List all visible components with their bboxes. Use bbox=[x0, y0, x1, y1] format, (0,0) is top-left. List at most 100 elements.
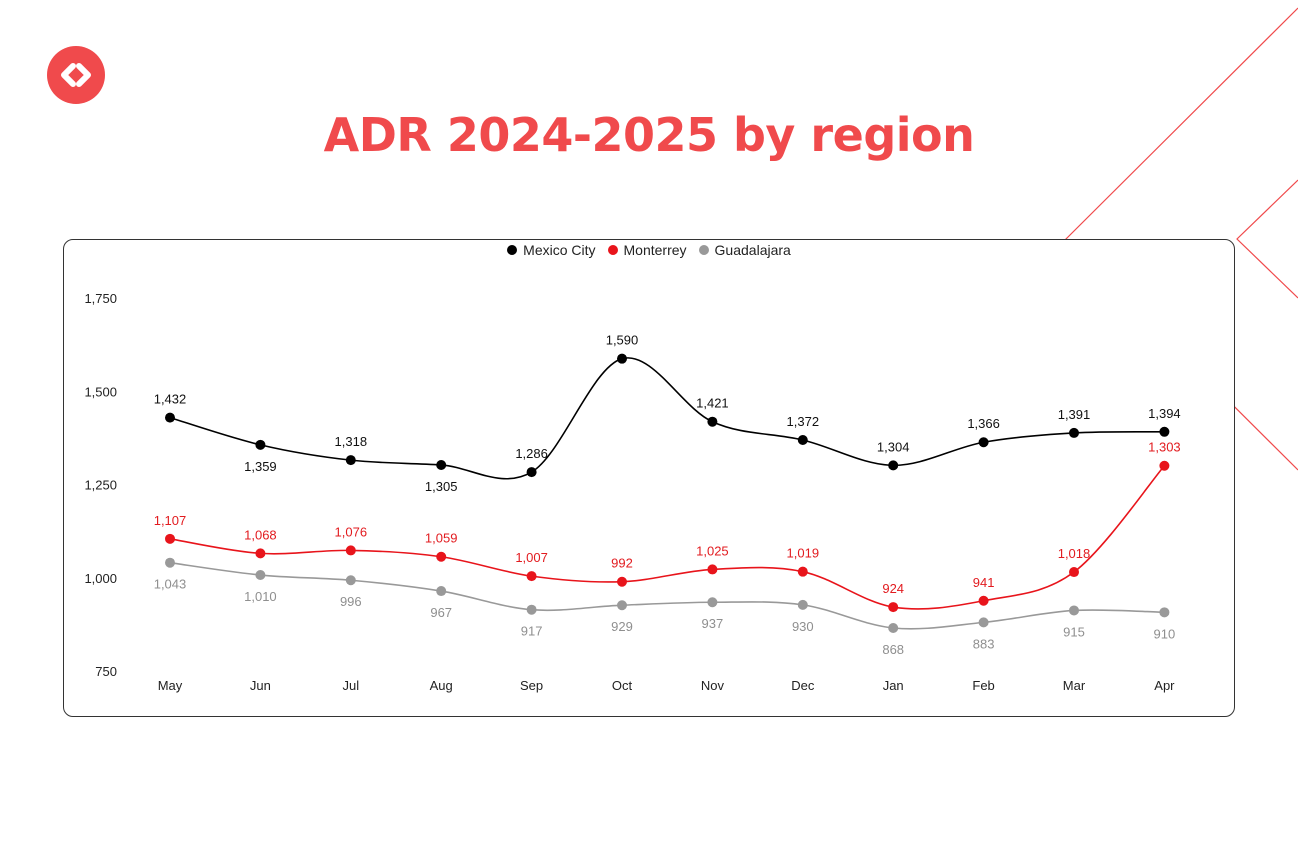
data-point-mexico-city bbox=[797, 434, 808, 445]
data-point-mexico-city bbox=[1159, 426, 1170, 437]
data-label-mexico-city: 1,359 bbox=[244, 459, 277, 474]
data-point-guadalajara bbox=[888, 622, 899, 633]
x-tick-label: Sep bbox=[520, 678, 543, 693]
data-label-monterrey: 1,018 bbox=[1058, 546, 1091, 561]
data-point-guadalajara bbox=[797, 599, 808, 610]
data-point-monterrey bbox=[345, 545, 356, 556]
line-chart: 1,750 1,500 1,250 1,000 750 May Jun Jul Aug Sep Oc… bbox=[84, 291, 1181, 693]
data-point-mexico-city bbox=[707, 416, 718, 427]
data-point-monterrey bbox=[165, 533, 175, 544]
data-label-mexico-city: 1,372 bbox=[787, 414, 820, 429]
data-label-monterrey: 1,303 bbox=[1148, 440, 1181, 455]
data-label-monterrey: 1,076 bbox=[335, 524, 368, 539]
legend-label: Monterrey bbox=[623, 242, 687, 258]
data-label-guadalajara: 930 bbox=[792, 619, 814, 634]
data-label-guadalajara: 967 bbox=[430, 605, 452, 620]
legend-label: Mexico City bbox=[523, 242, 596, 258]
chart-card: 1,750 1,500 1,250 1,000 750 May Jun Jul Aug Sep Oc… bbox=[63, 239, 1235, 717]
data-point-guadalajara bbox=[707, 597, 718, 608]
data-label-guadalajara: 996 bbox=[340, 594, 362, 609]
data-point-monterrey bbox=[1069, 567, 1079, 578]
y-tick-label: 1,000 bbox=[84, 571, 117, 586]
data-label-mexico-city: 1,394 bbox=[1148, 406, 1181, 421]
data-point-monterrey bbox=[255, 548, 266, 559]
x-tick-label: Aug bbox=[430, 678, 453, 693]
data-label-guadalajara: 910 bbox=[1154, 626, 1176, 641]
legend-item-monterrey[interactable]: Monterrey bbox=[607, 242, 687, 258]
page-title: ADR 2024-2025 by region bbox=[323, 108, 975, 162]
data-point-guadalajara bbox=[255, 570, 266, 581]
data-label-mexico-city: 1,391 bbox=[1058, 407, 1091, 422]
y-tick-label: 750 bbox=[95, 664, 117, 679]
data-point-monterrey bbox=[617, 576, 627, 587]
data-point-mexico-city bbox=[617, 353, 627, 364]
data-point-mexico-city bbox=[165, 412, 175, 423]
x-tick-label: Dec bbox=[791, 678, 815, 693]
legend-item-guadalajara[interactable]: Guadalajara bbox=[698, 242, 791, 258]
data-label-guadalajara: 917 bbox=[521, 624, 543, 639]
y-tick-label: 1,500 bbox=[84, 384, 117, 399]
data-label-monterrey: 1,059 bbox=[425, 531, 458, 546]
x-tick-label: May bbox=[158, 678, 183, 693]
data-label-monterrey: 1,068 bbox=[244, 527, 277, 542]
data-label-mexico-city: 1,590 bbox=[606, 333, 639, 348]
data-point-guadalajara bbox=[165, 557, 175, 568]
brand-logo bbox=[47, 46, 105, 104]
data-point-mexico-city bbox=[255, 439, 266, 450]
legend-dot-icon bbox=[507, 245, 518, 255]
legend-dot-icon bbox=[607, 245, 618, 255]
data-label-mexico-city: 1,318 bbox=[335, 434, 368, 449]
data-point-guadalajara bbox=[526, 604, 537, 615]
data-label-monterrey: 1,025 bbox=[696, 543, 729, 558]
data-point-monterrey bbox=[978, 595, 989, 606]
legend-label: Guadalajara bbox=[714, 242, 791, 258]
data-label-mexico-city: 1,305 bbox=[425, 479, 458, 494]
data-point-guadalajara bbox=[436, 586, 447, 597]
data-point-guadalajara bbox=[345, 575, 356, 586]
data-label-guadalajara: 937 bbox=[702, 616, 724, 631]
data-label-monterrey: 1,007 bbox=[515, 550, 548, 565]
data-label-monterrey: 924 bbox=[882, 581, 904, 596]
data-label-guadalajara: 1,043 bbox=[154, 577, 187, 592]
x-tick-label: Nov bbox=[701, 678, 725, 693]
series-line-monterrey bbox=[169, 465, 1166, 610]
data-label-monterrey: 992 bbox=[611, 556, 633, 571]
x-tick-label: Oct bbox=[612, 678, 633, 693]
x-tick-label: Apr bbox=[1154, 678, 1175, 693]
data-label-guadalajara: 868 bbox=[882, 642, 904, 657]
data-label-mexico-city: 1,421 bbox=[696, 396, 729, 411]
data-label-guadalajara: 929 bbox=[611, 619, 633, 634]
data-label-mexico-city: 1,286 bbox=[515, 446, 548, 461]
chart-legend: Mexico City Monterrey Guadalajara bbox=[64, 242, 1234, 258]
series-line-guadalajara bbox=[169, 561, 1165, 630]
data-point-monterrey bbox=[1159, 460, 1170, 471]
data-point-monterrey bbox=[797, 566, 808, 577]
data-point-mexico-city bbox=[978, 437, 989, 448]
data-point-monterrey bbox=[436, 551, 447, 562]
data-point-mexico-city bbox=[888, 460, 899, 471]
data-label-monterrey: 1,019 bbox=[787, 546, 820, 561]
legend-dot-icon bbox=[698, 245, 709, 255]
x-tick-label: Feb bbox=[972, 678, 994, 693]
data-point-monterrey bbox=[888, 602, 899, 613]
x-tick-label: Mar bbox=[1063, 678, 1086, 693]
y-tick-label: 1,750 bbox=[84, 291, 117, 306]
data-point-guadalajara bbox=[1159, 607, 1170, 618]
x-tick-label: Jul bbox=[342, 678, 359, 693]
data-point-mexico-city bbox=[436, 459, 447, 470]
chevrons-left-right-icon bbox=[61, 63, 91, 87]
data-point-mexico-city bbox=[526, 467, 537, 478]
data-label-monterrey: 941 bbox=[973, 575, 995, 590]
data-label-guadalajara: 915 bbox=[1063, 624, 1085, 639]
data-label-guadalajara: 1,010 bbox=[244, 589, 277, 604]
data-label-mexico-city: 1,432 bbox=[154, 392, 187, 407]
legend-item-mexico-city[interactable]: Mexico City bbox=[507, 242, 596, 258]
y-tick-label: 1,250 bbox=[84, 478, 117, 493]
data-label-mexico-city: 1,304 bbox=[877, 439, 910, 454]
data-point-guadalajara bbox=[617, 600, 627, 611]
data-point-mexico-city bbox=[1069, 427, 1079, 438]
data-point-mexico-city bbox=[345, 455, 356, 466]
data-point-guadalajara bbox=[1069, 605, 1079, 616]
series-line-mexico-city bbox=[169, 357, 1165, 480]
data-label-mexico-city: 1,366 bbox=[967, 416, 1000, 431]
